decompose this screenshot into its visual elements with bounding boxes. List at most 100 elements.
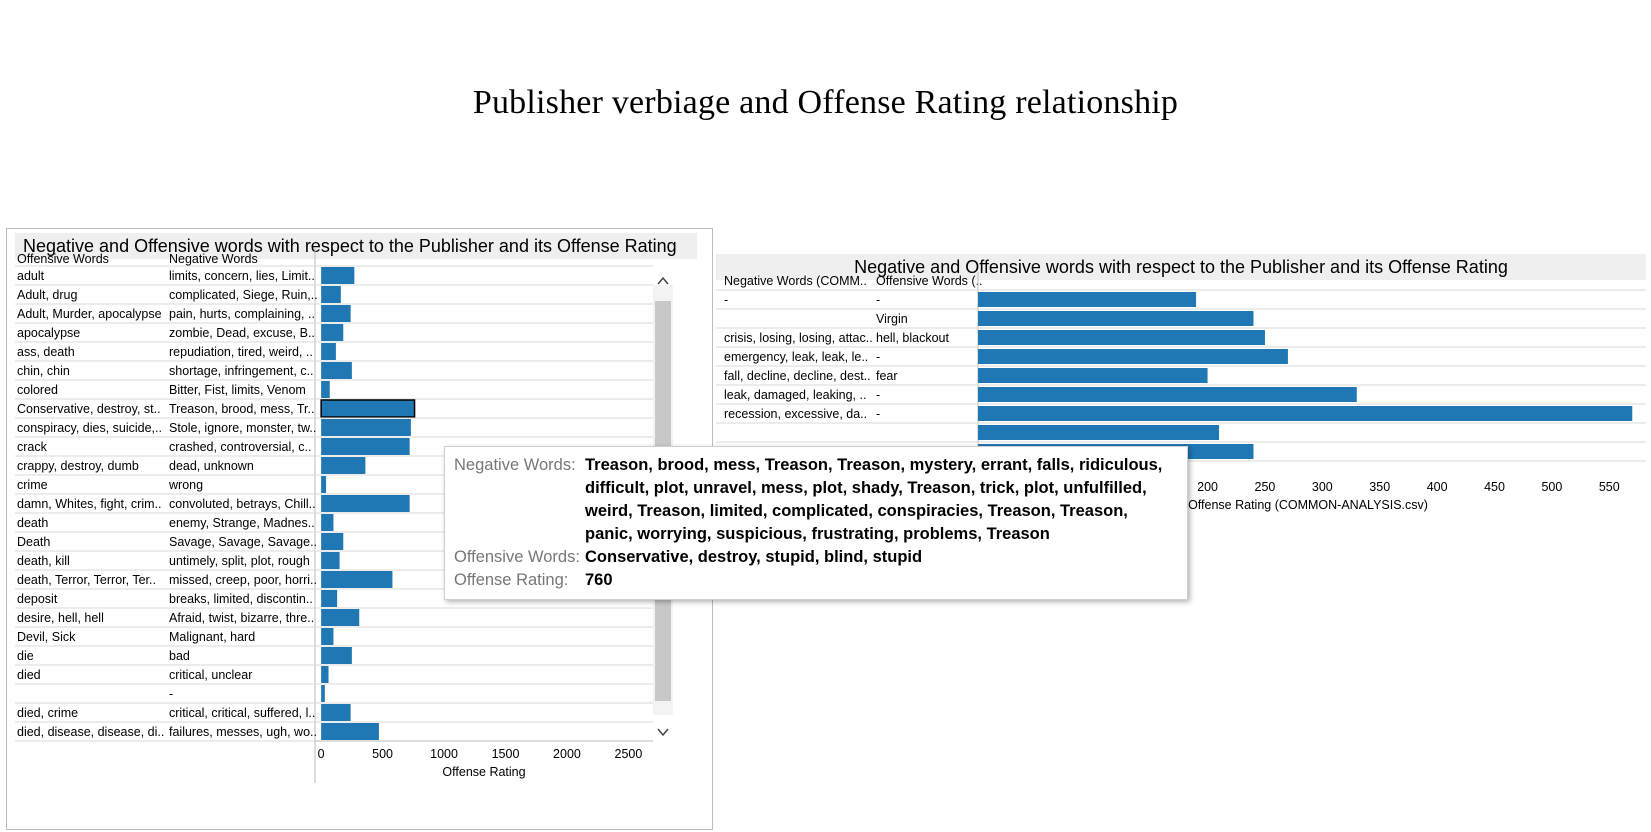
bar[interactable] xyxy=(978,311,1254,326)
bar[interactable] xyxy=(321,381,330,398)
scroll-down-icon[interactable] xyxy=(657,728,669,737)
row-negative-label: missed, creep, poor, horri.. xyxy=(169,573,317,587)
row-offensive-label: death xyxy=(17,516,48,530)
bar[interactable] xyxy=(321,267,355,284)
left-chart-title: Negative and Offensive words with respec… xyxy=(15,233,697,259)
row-negative-label: bad xyxy=(169,649,190,663)
x-tick-label: 2000 xyxy=(553,747,581,761)
bar[interactable] xyxy=(321,723,379,740)
row-negative-label: - xyxy=(169,687,173,701)
x-tick-label: 200 xyxy=(1197,480,1218,494)
bar[interactable] xyxy=(321,609,360,626)
row-offensive-label: die xyxy=(17,649,34,663)
row-negative-label: shortage, infringement, c.. xyxy=(169,364,314,378)
bar[interactable] xyxy=(978,292,1197,307)
bar[interactable] xyxy=(321,647,352,664)
bar[interactable] xyxy=(321,362,352,379)
row-negative-label: - xyxy=(724,293,728,307)
row-negative-label: emergency, leak, leak, le.. xyxy=(724,350,868,364)
bar[interactable] xyxy=(321,495,410,512)
left-chart-panel: Negative and Offensive words with respec… xyxy=(6,228,713,830)
column-header-negative: Negative Words xyxy=(169,252,258,266)
bar[interactable] xyxy=(321,514,334,531)
column-header-offensive: Offensive Words xyxy=(17,252,109,266)
row-negative-label: repudiation, tired, weird, .. xyxy=(169,345,313,359)
tooltip-rating-label: Offense Rating: xyxy=(454,571,569,589)
x-tick-label: 1000 xyxy=(430,747,458,761)
row-offensive-label: died, disease, disease, di.. xyxy=(17,725,164,739)
row-negative-label: fall, decline, decline, dest.. xyxy=(724,369,871,383)
bar[interactable] xyxy=(321,457,366,474)
row-negative-label: zombie, Dead, excuse, B.. xyxy=(169,326,315,340)
row-offensive-label: conspiracy, dies, suicide,.. xyxy=(17,421,162,435)
bar[interactable] xyxy=(321,419,411,436)
bar[interactable] xyxy=(978,368,1208,383)
tooltip-negative-row: Negative Words: Treason, brood, mess, Tr… xyxy=(454,454,1178,546)
bar[interactable] xyxy=(321,704,351,721)
x-tick-label: 350 xyxy=(1369,480,1390,494)
row-offensive-label: Death xyxy=(17,535,50,549)
row-offensive-label: adult xyxy=(17,269,45,283)
left-bar-chart: Offensive Words Negative Words adult limits… xyxy=(15,247,673,783)
row-offensive-label: damn, Whites, fight, crim.. xyxy=(17,497,161,511)
row-offensive-label: - xyxy=(876,350,880,364)
bar[interactable] xyxy=(321,571,393,588)
right-chart-title: Negative and Offensive words with respec… xyxy=(716,254,1646,280)
tooltip-negative-value: Treason, brood, mess, Treason, Treason, … xyxy=(585,456,1163,543)
row-offensive-label: crappy, destroy, dumb xyxy=(17,459,139,473)
row-negative-label: enemy, Strange, Madnes.. xyxy=(169,516,315,530)
right-chart-panel: Negative and Offensive words with respec… xyxy=(716,254,1646,554)
bar[interactable] xyxy=(321,685,325,702)
row-offensive-label: death, kill xyxy=(17,554,70,568)
right-bar-chart: Negative Words (COMM.. Offensive Words (.… xyxy=(716,272,1646,512)
bar[interactable] xyxy=(978,387,1357,402)
row-offensive-label: died, crime xyxy=(17,706,78,720)
page-title: Publisher verbiage and Offense Rating re… xyxy=(472,84,1179,121)
x-axis-title: Offense Rating xyxy=(442,765,525,779)
bar-tooltip: Negative Words: Treason, brood, mess, Tr… xyxy=(444,446,1188,600)
bar[interactable] xyxy=(321,343,336,360)
row-negative-label: recession, excessive, da.. xyxy=(724,407,867,421)
bar[interactable] xyxy=(321,438,410,455)
bar[interactable] xyxy=(321,286,341,303)
bar[interactable] xyxy=(321,552,340,569)
row-negative-label: pain, hurts, complaining, .. xyxy=(169,307,315,321)
x-tick-label: 550 xyxy=(1599,480,1620,494)
row-offensive-label: apocalypse xyxy=(17,326,80,340)
x-tick-label: 1500 xyxy=(492,747,520,761)
x-tick-label: 2500 xyxy=(615,747,643,761)
bar[interactable] xyxy=(978,330,1265,345)
x-tick-label: 500 xyxy=(1541,480,1562,494)
row-offensive-label: ass, death xyxy=(17,345,75,359)
row-negative-label: Bitter, Fist, limits, Venom xyxy=(169,383,306,397)
bar[interactable] xyxy=(978,406,1633,421)
bar-selected[interactable] xyxy=(320,399,416,418)
row-negative-label: breaks, limited, discontin.. xyxy=(169,592,313,606)
bar[interactable] xyxy=(978,425,1220,440)
bar[interactable] xyxy=(321,305,351,322)
row-negative-label: Stole, ignore, monster, tw.. xyxy=(169,421,316,435)
row-negative-label: leak, damaged, leaking, .. xyxy=(724,388,866,402)
row-offensive-label: Adult, drug xyxy=(17,288,78,302)
row-negative-label: Savage, Savage, Savage.. xyxy=(169,535,317,549)
row-offensive-label: Virgin xyxy=(876,312,908,326)
row-negative-label: Afraid, twist, bizarre, thre.. xyxy=(169,611,314,625)
bar[interactable] xyxy=(321,324,344,341)
bar[interactable] xyxy=(321,476,327,493)
scroll-up-icon[interactable] xyxy=(657,276,669,285)
bar[interactable] xyxy=(321,590,338,607)
bar[interactable] xyxy=(321,628,334,645)
tooltip-offensive-value: Conservative, destroy, stupid, blind, st… xyxy=(585,548,923,566)
row-offensive-label: colored xyxy=(17,383,58,397)
x-tick-label: 400 xyxy=(1427,480,1448,494)
x-tick-label: 450 xyxy=(1484,480,1505,494)
tooltip-rating-value: 760 xyxy=(585,571,613,589)
bar[interactable] xyxy=(321,533,344,550)
bar[interactable] xyxy=(321,666,329,683)
bar[interactable] xyxy=(978,349,1288,364)
x-axis-title: Offense Rating (COMMON-ANALYSIS.csv) xyxy=(1188,498,1428,512)
row-negative-label: Malignant, hard xyxy=(169,630,255,644)
x-tick-label: 300 xyxy=(1312,480,1333,494)
row-offensive-label: fear xyxy=(876,369,898,383)
row-offensive-label: - xyxy=(876,293,880,307)
